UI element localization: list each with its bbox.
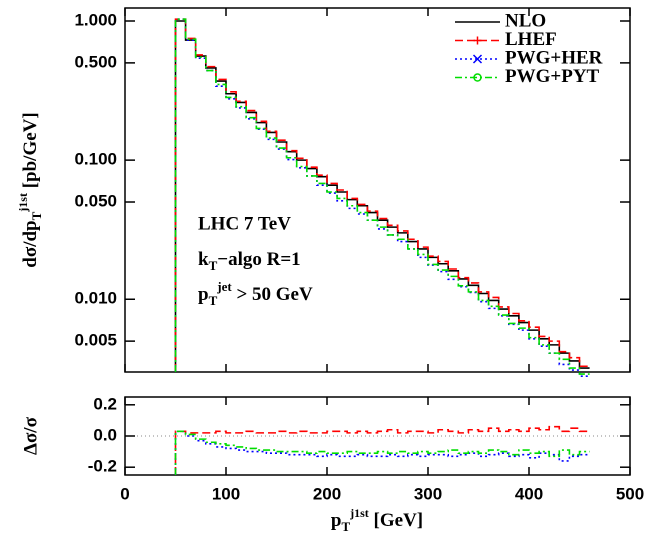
y-tick-label: 0.0 — [93, 425, 117, 444]
annotation-part: p — [198, 284, 209, 305]
legend-label: LHEF — [505, 29, 557, 50]
legend-label: NLO — [505, 10, 546, 31]
annotation: LHC 7 TeV — [198, 213, 291, 234]
x-tick-label: 300 — [414, 484, 442, 503]
annotation: pTjet > 50 GeV — [198, 279, 313, 308]
step-line — [174, 18, 590, 375]
annotation-part: k — [198, 249, 209, 270]
step-line — [174, 425, 590, 475]
x-tick-label: 500 — [616, 484, 644, 503]
annotation: kT−algo R=1 — [198, 249, 301, 273]
legend-marker — [472, 54, 483, 64]
legend-marker — [473, 73, 482, 82]
x-label-unit: [GeV] — [369, 510, 423, 531]
step-line — [174, 430, 590, 475]
plot-frame — [124, 7, 631, 373]
y-tick-label: 0.2 — [93, 394, 117, 413]
annotation-part: > 50 GeV — [232, 284, 313, 305]
ratio-y-label: Δσ/σ — [20, 416, 41, 455]
x-label-sub: T — [341, 519, 350, 534]
x-axis-label: pTj1st [GeV] — [331, 506, 423, 534]
annotation-sup: jet — [216, 279, 232, 294]
y-tick-label: 0.010 — [74, 289, 117, 308]
x-tick-label: 100 — [212, 484, 240, 503]
x-tick-label: 200 — [313, 484, 341, 503]
annotation-part: −algo R=1 — [217, 249, 300, 270]
y-tick-label: 0.500 — [74, 52, 117, 71]
y-tick-label: 0.050 — [74, 191, 117, 210]
x-tick-label: 0 — [120, 484, 129, 503]
y-label-main: dσ/dp — [20, 220, 41, 267]
y-tick-label: 1.000 — [74, 10, 117, 29]
step-line — [174, 430, 590, 475]
annotation-sub: T — [209, 293, 218, 308]
x-tick-label: 400 — [515, 484, 543, 503]
y-tick-label: -0.2 — [88, 457, 117, 476]
x-label-main: p — [331, 510, 342, 531]
legend-label: PWG+PYT — [505, 66, 600, 87]
y-tick-label: 0.100 — [74, 150, 117, 169]
x-label-sup: j1st — [349, 506, 369, 520]
y-axis-label: dσ/dpTj1st [pb/GeV] — [16, 112, 44, 267]
annotation-sub: T — [209, 258, 218, 273]
y-label-sup: j1st — [16, 193, 30, 213]
legend-marker — [473, 36, 482, 45]
y-label-sub: T — [29, 211, 44, 220]
y-label-unit: [pb/GeV] — [20, 112, 41, 193]
y-tick-label: 0.005 — [74, 331, 117, 350]
legend-label: PWG+HER — [505, 47, 603, 68]
